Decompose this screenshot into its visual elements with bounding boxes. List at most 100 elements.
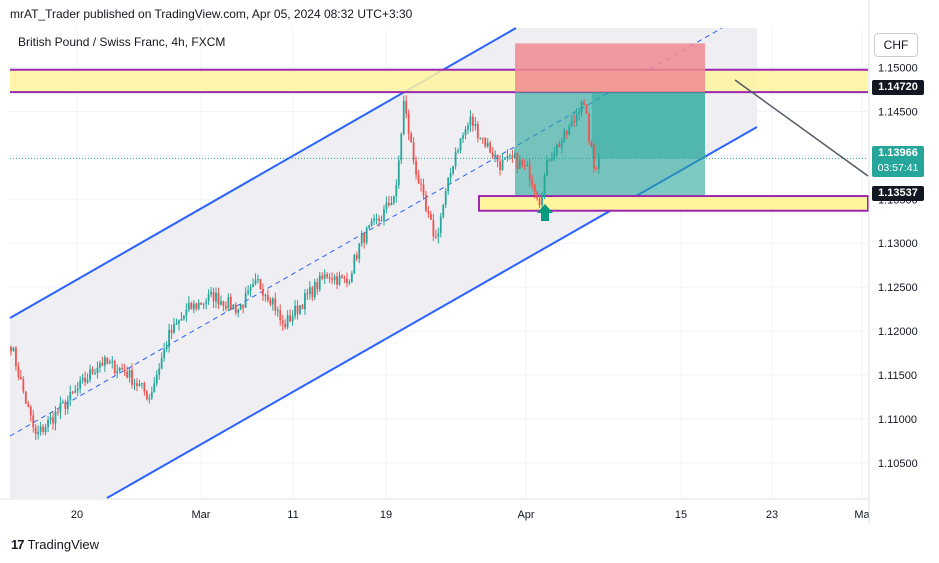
candle-down [521,160,524,165]
tradingview-logo[interactable]: 17 TradingView [11,537,99,552]
candle-down [17,366,20,377]
candle-up [375,218,378,220]
support-zone [478,195,869,212]
candle-down [588,113,590,142]
candle-up [543,175,546,196]
candle-down [595,168,598,170]
candle-up [358,243,361,259]
candle-up [464,129,467,136]
candle-up [249,287,252,291]
candle-down [481,137,484,139]
candle-up [457,150,459,152]
candle-up [271,298,274,305]
candle-up [570,120,573,127]
candle-down [538,198,541,206]
candle-up [252,283,254,288]
candle-up [69,392,72,401]
candle-up [560,141,563,148]
candle-up [108,362,111,364]
candle-down [42,426,45,432]
candle-down [430,213,432,220]
candle-down [24,391,27,404]
candle-down [224,306,227,309]
candle-up [308,287,311,295]
candle-down [262,288,264,296]
candle-down [84,377,86,383]
candle-down [57,411,59,413]
candle-up [247,290,250,294]
candle-up [454,151,457,167]
candle-down [126,371,128,378]
candle-down [22,379,25,392]
candle-up [509,155,511,157]
candle-down [355,254,358,259]
trend-line [734,79,869,177]
candle-up [111,360,114,363]
candle-up [368,225,371,228]
candle-down [29,406,32,416]
candle-up [360,233,363,244]
candle-up [59,403,62,413]
candle-up [94,372,96,374]
candle-up [299,305,301,314]
candle-up [348,282,351,284]
candle-up [237,309,240,313]
candle-down [32,415,35,428]
y-tick-label: 1.12500 [878,282,918,294]
candle-down [511,155,514,158]
candle-up [155,374,158,384]
candle-down [222,301,225,307]
candle-down [378,218,380,221]
candle-down [593,146,595,169]
buy-arrow-icon [537,204,553,222]
candle-down [229,296,232,310]
candle-down [410,133,413,143]
candle-up [380,220,383,222]
resistance-zone [10,69,868,93]
candle-up [227,296,230,309]
candle-down [242,304,245,308]
candle-up [47,419,49,428]
candle-up [518,160,521,169]
candle-down [363,233,366,243]
publisher-line: mrAT_Trader published on TradingView.com… [10,7,413,21]
candle-up [175,323,178,325]
zones [10,43,869,212]
symbol-title: British Pound / Swiss Franc, 4h, FXCM [18,35,226,49]
candle-down [417,174,420,184]
candle-up [546,160,548,176]
candle-down [10,346,12,352]
candle-up [486,142,489,147]
candle-down [15,347,17,367]
stop-loss-area [515,43,705,93]
candle-up [153,383,156,393]
candle-down [101,362,104,366]
candle-down [274,298,277,311]
candle-up [168,329,170,347]
candle-up [210,291,212,295]
x-tick-label: 15 [675,509,687,521]
candle-down [590,141,593,147]
candle-down [71,392,74,394]
candle-up [37,431,40,434]
x-tick-label: 11 [287,509,298,521]
currency-button[interactable]: CHF [874,33,918,57]
candle-up [385,202,388,210]
candle-down [143,383,146,392]
candle-up [449,173,452,178]
y-tick-label: 1.11500 [878,370,917,382]
candle-down [131,370,133,385]
candle-up [474,124,477,126]
candle-down [284,324,287,328]
candle-up [504,158,506,160]
candle-up [563,130,566,142]
candle-up [220,301,222,305]
candle-up [494,154,497,157]
candle-up [439,216,442,233]
candle-down [415,160,417,175]
candle-down [471,116,474,126]
candle-up [61,401,64,404]
candle-up [469,116,472,126]
